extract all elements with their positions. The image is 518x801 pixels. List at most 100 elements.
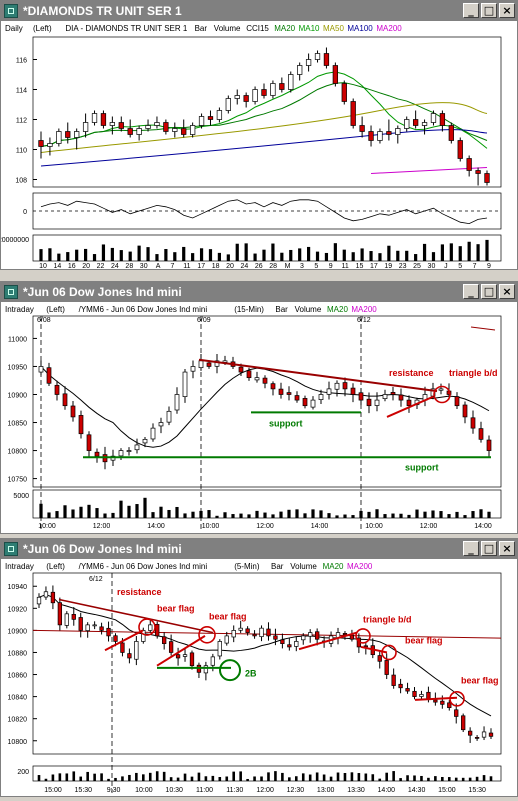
- maximize-button[interactable]: □: [481, 3, 497, 18]
- candle-body: [145, 125, 151, 129]
- candle-body: [374, 399, 380, 406]
- ma100-line: [40, 129, 488, 167]
- triangle-line: [298, 631, 358, 651]
- candle-body: [390, 392, 396, 395]
- window-title: *Jun 06 Dow Jones Ind mini: [23, 542, 182, 556]
- volume-bar: [378, 778, 382, 781]
- candle-body: [142, 438, 148, 444]
- candle-body: [454, 396, 460, 407]
- x-tick-label: 9:30: [107, 787, 121, 794]
- volume-bar: [407, 514, 411, 518]
- y-tick-label: 10920: [8, 606, 28, 613]
- volume-bar: [183, 513, 187, 518]
- volume-bar: [333, 243, 337, 261]
- volume-axis-label: 20000000: [1, 237, 29, 244]
- ma200-line: [470, 326, 496, 331]
- candle-body: [168, 641, 174, 653]
- volume-bar: [173, 252, 177, 261]
- candle-body: [106, 627, 111, 637]
- candle-body: [62, 393, 68, 407]
- x-tick-label: 5: [458, 263, 462, 269]
- y-tick-label: 10880: [8, 650, 28, 657]
- header-text: Volume: [295, 305, 322, 314]
- volume-bar: [405, 250, 409, 261]
- minimize-button[interactable]: _: [463, 541, 479, 556]
- volume-bar: [176, 777, 180, 781]
- volume-bar: [143, 497, 147, 518]
- volume-bar: [369, 251, 373, 261]
- close-button[interactable]: ×: [499, 284, 515, 299]
- header-ma-label: MA100: [347, 24, 373, 33]
- volume-bar: [211, 775, 215, 781]
- y-tick-label: 10940: [8, 584, 28, 591]
- volume-bar: [175, 506, 179, 518]
- header-ma-label: MA200: [376, 24, 402, 33]
- window-titlebar[interactable]: *DIAMONDS TR UNIT SER 1 _ □ ×: [1, 1, 517, 21]
- header-text: (Left): [33, 24, 52, 33]
- x-tick-label: 20: [226, 263, 234, 269]
- volume-bar: [225, 776, 229, 781]
- header-text: Intraday: [5, 562, 34, 571]
- close-button[interactable]: ×: [499, 3, 515, 18]
- date-marker-label: 6/09: [197, 317, 211, 324]
- header-text: (15-Min): [234, 305, 264, 314]
- x-tick-label: 14:00: [378, 787, 396, 794]
- volume-bar: [303, 513, 307, 518]
- volume-bar: [58, 773, 62, 781]
- candle-body: [134, 641, 139, 660]
- volume-bar: [431, 510, 435, 518]
- candle-body: [478, 428, 484, 440]
- candle-body: [78, 617, 83, 631]
- candle-body: [259, 627, 264, 638]
- candle-body: [323, 53, 330, 66]
- candle-body: [203, 665, 209, 674]
- header-text: Daily: [5, 24, 23, 33]
- volume-bar: [351, 252, 355, 261]
- candle-body: [150, 427, 156, 440]
- maximize-button[interactable]: □: [481, 541, 497, 556]
- x-tick-label: 12:00: [420, 523, 438, 530]
- bear-flag-circle-3: [381, 644, 397, 661]
- volume-bar: [155, 771, 159, 781]
- volume-bar: [57, 253, 61, 261]
- volume-bar: [84, 248, 88, 261]
- volume-bar: [447, 777, 451, 781]
- volume-bar: [223, 512, 227, 518]
- candle-body: [386, 131, 392, 135]
- candle-body: [94, 451, 100, 457]
- volume-bar: [79, 776, 83, 781]
- volume-bar: [75, 249, 79, 261]
- maximize-button[interactable]: □: [481, 284, 497, 299]
- window-titlebar[interactable]: *Jun 06 Dow Jones Ind mini _ □ ×: [1, 282, 517, 302]
- close-button[interactable]: ×: [499, 541, 515, 556]
- volume-bar: [441, 776, 444, 781]
- candle-body: [342, 633, 348, 636]
- x-tick-label: 12:00: [256, 787, 274, 794]
- candle-body: [245, 628, 250, 633]
- volume-bar: [103, 513, 107, 518]
- window-titlebar[interactable]: *Jun 06 Dow Jones Ind mini _ □ ×: [1, 539, 517, 559]
- volume-bar: [135, 504, 139, 518]
- volume-bar: [101, 244, 106, 261]
- header-ma-label: MA50: [323, 24, 344, 33]
- candle-body: [47, 143, 53, 147]
- volume-bar: [191, 511, 195, 518]
- candle-body: [363, 645, 368, 648]
- candle-body: [126, 450, 132, 452]
- candle-body: [297, 65, 303, 75]
- x-tick-label: 12:00: [93, 523, 111, 530]
- volume-bar: [169, 777, 173, 781]
- candle-body: [174, 394, 180, 411]
- volume-bar: [232, 771, 236, 781]
- candle-body: [412, 119, 419, 126]
- minimize-button[interactable]: _: [463, 284, 479, 299]
- volume-bar: [391, 513, 395, 518]
- x-tick-label: 20: [82, 263, 90, 269]
- x-tick-label: 14:00: [474, 523, 492, 530]
- minimize-button[interactable]: _: [463, 3, 479, 18]
- candle-body: [254, 377, 260, 381]
- volume-bar: [399, 778, 402, 781]
- x-tick-label: 12:00: [256, 523, 274, 530]
- x-tick-label: 26: [255, 263, 263, 269]
- candle-body: [270, 383, 276, 390]
